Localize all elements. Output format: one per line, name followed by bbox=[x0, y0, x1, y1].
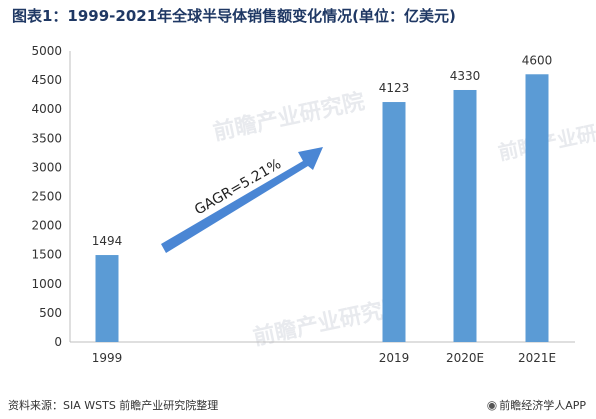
x-tick-label: 2020E bbox=[446, 351, 484, 365]
bars bbox=[95, 74, 549, 342]
y-tick-label: 4500 bbox=[31, 73, 62, 87]
y-tick-label: 0 bbox=[54, 335, 62, 349]
x-tick-label: 2019 bbox=[379, 351, 410, 365]
y-tick-label: 4000 bbox=[31, 102, 62, 116]
qianzhan-logo-icon: ◉ bbox=[486, 398, 498, 412]
y-tick-label: 2500 bbox=[31, 190, 62, 204]
y-tick-label: 1500 bbox=[31, 248, 62, 262]
bar bbox=[453, 89, 477, 342]
growth-arrow-shape bbox=[161, 147, 323, 253]
data-label: 4123 bbox=[379, 81, 410, 95]
data-label: 4600 bbox=[522, 53, 553, 67]
watermark: 前瞻产业研究院 bbox=[211, 88, 367, 145]
y-tick-labels: 0 500 1000 1500 2000 2500 3000 3500 4000 4500 5000 bbox=[31, 44, 62, 349]
footer-source: 资料来源：SIA WSTS 前瞻产业研究院整理 bbox=[8, 399, 219, 412]
y-tick-label: 500 bbox=[39, 306, 62, 320]
value-labels: 1494 4123 4330 4600 bbox=[92, 53, 553, 248]
bar bbox=[382, 102, 406, 342]
y-tick-label: 3000 bbox=[31, 160, 62, 174]
bar bbox=[95, 255, 119, 342]
growth-arrow: GAGR=5.21% bbox=[161, 147, 323, 253]
x-tick-label: 2021E bbox=[518, 351, 556, 365]
y-tick-label: 5000 bbox=[31, 44, 62, 58]
bar bbox=[525, 74, 549, 342]
x-tick-labels: 1999 2019 2020E 2021E bbox=[92, 351, 556, 365]
footer-app: ◉ 前瞻经济学人APP bbox=[487, 397, 586, 413]
y-tick-label: 3500 bbox=[31, 131, 62, 145]
axis-layer: 0 500 1000 1500 2000 2500 3000 3500 4000 4500 5000 bbox=[31, 44, 575, 349]
chart-title: 图表1：1999-2021年全球半导体销售额变化情况(单位：亿美元) bbox=[12, 7, 456, 25]
data-label: 4330 bbox=[450, 69, 481, 83]
x-tick-label: 1999 bbox=[92, 351, 123, 365]
y-tick-label: 2000 bbox=[31, 219, 62, 233]
data-label: 1494 bbox=[92, 234, 123, 248]
footer-app-label: 前瞻经济学人APP bbox=[499, 399, 586, 412]
y-tick-label: 1000 bbox=[31, 277, 62, 291]
